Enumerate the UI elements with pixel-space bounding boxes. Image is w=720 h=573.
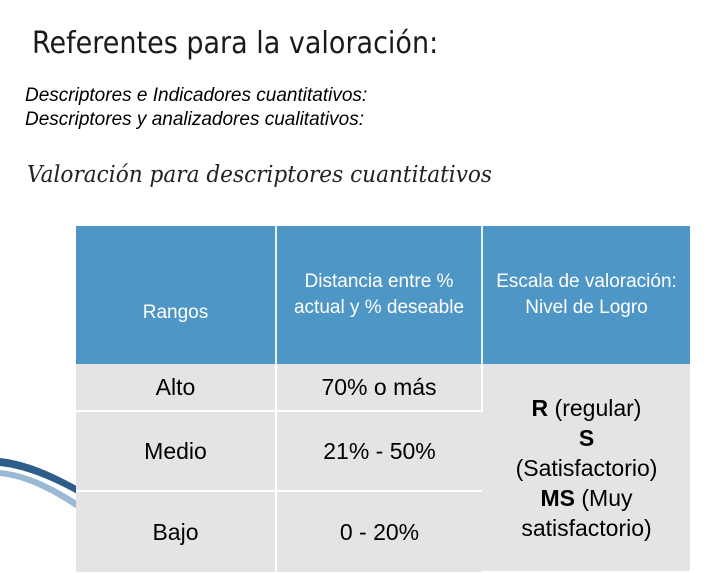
cell-distancia: 70% o más xyxy=(276,364,483,412)
cell-rango: Bajo xyxy=(76,491,277,572)
cell-escala: R (regular) S (Satisfactorio) MS (Muy sa… xyxy=(482,364,690,573)
cell-distancia: 0 - 20% xyxy=(276,491,482,572)
cell-rango: Medio xyxy=(76,411,277,492)
valuation-table: Rangos Distancia entre % actual y % dese… xyxy=(76,226,690,573)
scale-desc-s: (Satisfactorio) xyxy=(515,454,658,481)
scale-desc-r: (regular) xyxy=(554,394,642,421)
cell-rango: Alto xyxy=(76,364,277,412)
cell-distancia: 21% - 50% xyxy=(276,411,482,492)
section-subtitle: Valoración para descriptores cuantitativ… xyxy=(27,162,493,188)
scale-desc-ms: (Muy satisfactorio) xyxy=(521,484,652,541)
table-row: Medio 21% - 50% xyxy=(76,411,690,492)
header-rangos: Rangos xyxy=(76,226,277,364)
scale-code-r: R xyxy=(531,394,549,421)
header-distancia: Distancia entre % actual y % deseable xyxy=(276,226,483,364)
descriptor-lines: Descriptores e Indicadores cuantitativos… xyxy=(25,84,367,132)
scale-code-s: S xyxy=(578,424,595,451)
header-escala: Escala de valoración: Nivel de Logro xyxy=(482,226,690,364)
table-row: Alto 70% o más R (regular) S (Satisfacto… xyxy=(76,364,690,573)
slide-title: Referentes para la valoración: xyxy=(32,26,439,61)
scale-code-ms: MS xyxy=(540,484,575,511)
line-quantitative: Descriptores e Indicadores cuantitativos… xyxy=(25,85,368,106)
line-qualitative: Descriptores y analizadores cualitativos… xyxy=(25,109,364,130)
